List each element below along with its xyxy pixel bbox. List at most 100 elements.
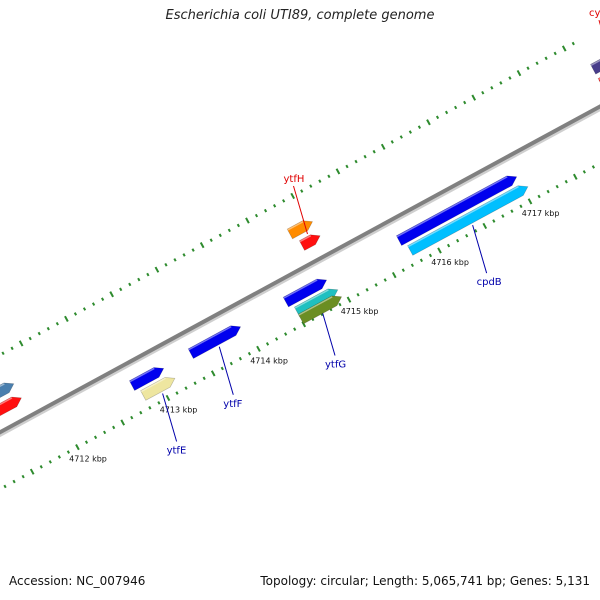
bottom-rail-tick xyxy=(365,288,369,292)
bottom-rail-tick xyxy=(112,425,116,430)
bottom-rail-tick xyxy=(220,366,224,371)
top-rail-tick xyxy=(471,94,477,101)
top-rail-tick xyxy=(91,302,96,306)
gene-arrow xyxy=(0,382,15,398)
backbone-line xyxy=(0,104,600,435)
top-rail-tick xyxy=(73,312,78,316)
bottom-rail-tick xyxy=(428,253,433,258)
scale-tick-label: 4717 kbp xyxy=(522,209,560,218)
bottom-rail-tick xyxy=(57,455,61,459)
top-rail-tick xyxy=(390,140,394,144)
top-rail-tick xyxy=(335,168,341,175)
top-rail-tick xyxy=(109,291,114,298)
top-rail-tick xyxy=(535,61,539,66)
gene-label-leader xyxy=(162,393,178,442)
top-rail-tick xyxy=(263,208,268,213)
gene-highlight xyxy=(0,383,5,388)
top-rail-tick xyxy=(128,282,132,287)
top-rail-tick xyxy=(191,248,195,252)
top-rail-tick xyxy=(46,326,50,331)
bottom-rail-tick xyxy=(247,351,252,356)
top-rail-tick xyxy=(182,253,186,257)
bottom-rail-tick xyxy=(21,474,25,479)
bottom-rail-tick xyxy=(103,430,107,435)
top-rail-tick xyxy=(236,223,240,228)
top-rail-tick xyxy=(82,307,87,311)
top-rail-tick xyxy=(209,238,213,242)
top-rail-tick xyxy=(282,199,286,203)
bottom-rail-tick xyxy=(3,484,7,489)
top-rail-tick xyxy=(526,66,530,70)
gene-label: ytfE xyxy=(167,445,187,456)
gene-arrow xyxy=(128,367,165,391)
genome-title: Escherichia coli UTI89, complete genome xyxy=(165,8,435,23)
gene-highlight xyxy=(188,325,232,351)
scale-tick-label: 4712 kbp xyxy=(69,455,107,464)
scale-tick-label: 4714 kbp xyxy=(250,356,288,365)
top-rail-tick xyxy=(363,154,367,159)
bottom-rail-tick xyxy=(383,278,387,282)
bottom-rail-tick xyxy=(84,440,89,444)
gene-arrow xyxy=(0,396,22,417)
top-rail-tick xyxy=(290,192,296,200)
gene-highlight xyxy=(287,220,304,231)
top-rail-tick xyxy=(173,258,177,262)
bottom-rail-tick xyxy=(293,327,297,331)
bottom-rail-tick xyxy=(546,189,550,194)
gene-highlight xyxy=(407,185,519,248)
top-rail-tick xyxy=(380,143,386,150)
top-rail-tick xyxy=(327,174,331,179)
top-rail-tick xyxy=(318,179,322,184)
bottom-rail-tick xyxy=(139,410,143,415)
bottom-rail-tick xyxy=(446,243,451,248)
bottom-rail-tick xyxy=(410,263,414,268)
top-rail-tick xyxy=(354,159,358,164)
bottom-rail-tick xyxy=(527,198,533,205)
scale-tick-label: 4715 kbp xyxy=(341,307,379,316)
bottom-rail-tick xyxy=(338,302,342,307)
bottom-rail-tick xyxy=(437,247,442,254)
gene-highlight xyxy=(129,367,155,383)
bottom-rail-tick xyxy=(591,165,595,169)
bottom-rail-tick xyxy=(346,296,352,303)
bottom-rail-tick xyxy=(202,376,206,381)
gene-arrow xyxy=(282,278,328,308)
bottom-rail-tick xyxy=(93,435,98,440)
gene-arrow xyxy=(395,175,518,246)
bottom-rail-tick xyxy=(39,464,43,469)
bottom-rail-tick xyxy=(229,361,233,366)
gene-arrow xyxy=(293,288,339,318)
top-rail-tick xyxy=(37,331,41,336)
top-rail-tick xyxy=(553,51,557,56)
bottom-rail-tick xyxy=(456,238,460,243)
top-rail-tick xyxy=(55,321,59,326)
top-rail-tick xyxy=(1,351,5,356)
top-rail-tick xyxy=(309,184,313,188)
top-rail-tick xyxy=(227,228,231,233)
bottom-rail-tick xyxy=(193,381,197,386)
gene-label-leader xyxy=(320,307,336,356)
top-rail-tick xyxy=(426,119,431,126)
gene-highlight xyxy=(298,296,333,316)
bottom-rail-tick xyxy=(120,419,126,426)
bottom-rail-tick xyxy=(537,194,541,199)
genome-summary-text: Topology: circular; Length: 5,065,741 bp… xyxy=(260,574,590,588)
gene-highlight xyxy=(590,59,600,66)
bottom-rail-tick xyxy=(238,356,242,361)
bottom-rail-tick xyxy=(301,321,307,328)
top-rail-tick xyxy=(561,45,567,52)
gene-arrow xyxy=(407,185,529,256)
gene-highlight xyxy=(283,279,318,299)
backbone-shadow xyxy=(0,105,600,438)
bottom-rail-tick xyxy=(492,219,496,223)
bottom-rail-tick xyxy=(265,342,270,346)
top-rail-tick xyxy=(272,203,277,208)
bottom-rail-tick xyxy=(148,406,152,410)
gene-label-leader xyxy=(218,346,234,395)
bottom-rail-tick xyxy=(210,370,216,377)
bottom-rail-tick xyxy=(391,271,397,279)
gene-arrow xyxy=(590,58,600,75)
top-rail-tick xyxy=(490,86,494,90)
bottom-rail-tick xyxy=(165,394,171,402)
gene-label: ytfF xyxy=(223,399,242,410)
